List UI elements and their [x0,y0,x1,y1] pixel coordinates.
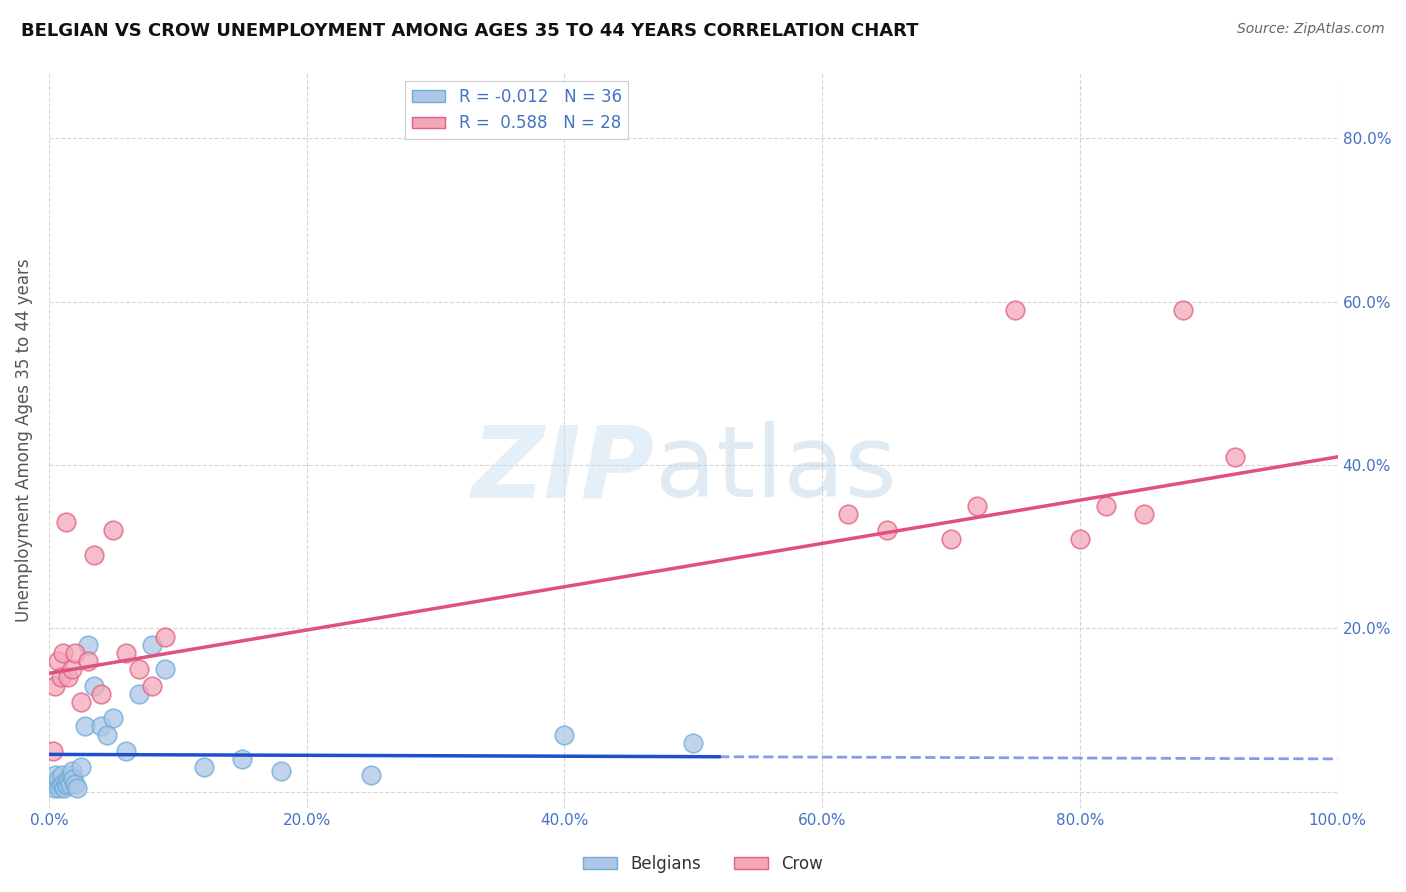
Point [966,499,988,513]
Point [89,687,111,701]
Point [876,524,898,538]
Point [96,728,118,742]
Point [83,548,105,562]
Point [63,646,86,660]
Point [103,711,125,725]
Point [52,646,75,660]
Point [270,764,292,779]
Point [83,679,105,693]
Point [360,768,382,782]
Point [837,507,859,521]
Point [46,772,69,787]
Point [55,776,77,790]
Text: Source: ZipAtlas.com: Source: ZipAtlas.com [1237,22,1385,37]
Point [59,768,82,782]
Point [70,695,93,709]
Point [60,662,83,676]
Point [51,768,73,782]
Point [58,772,80,787]
Point [1133,507,1156,521]
Point [45,776,67,790]
Point [56,778,79,792]
Text: ZIP: ZIP [471,421,655,518]
Point [553,728,575,742]
Point [231,752,253,766]
Point [44,768,66,782]
Legend: R = -0.012   N = 36, R =  0.588   N = 28: R = -0.012 N = 36, R = 0.588 N = 28 [405,81,628,139]
Point [1004,302,1026,317]
Point [55,515,77,529]
Text: atlas: atlas [655,421,896,518]
Point [1223,450,1246,464]
Point [682,736,704,750]
Point [63,776,86,790]
Point [42,776,65,790]
Point [89,719,111,733]
Point [42,780,65,795]
Y-axis label: Unemployment Among Ages 35 to 44 years: Unemployment Among Ages 35 to 44 years [15,259,32,623]
Point [73,719,96,733]
Point [46,654,69,668]
Point [62,772,84,787]
Point [1171,302,1194,317]
Point [66,780,89,795]
Point [128,687,150,701]
Point [141,638,163,652]
Point [53,780,76,795]
Point [58,670,80,684]
Point [60,764,83,779]
Point [76,654,98,668]
Point [103,524,125,538]
Point [58,776,80,790]
Point [1069,532,1091,546]
Point [1094,499,1116,513]
Point [153,630,176,644]
Point [115,744,138,758]
Point [153,662,176,676]
Point [49,670,72,684]
Point [44,679,66,693]
Point [49,776,72,790]
Point [128,662,150,676]
Legend: Belgians, Crow: Belgians, Crow [576,848,830,880]
Point [48,780,70,795]
Point [939,532,962,546]
Point [70,760,93,774]
Point [76,638,98,652]
Text: BELGIAN VS CROW UNEMPLOYMENT AMONG AGES 35 TO 44 YEARS CORRELATION CHART: BELGIAN VS CROW UNEMPLOYMENT AMONG AGES … [21,22,918,40]
Point [193,760,215,774]
Point [141,679,163,693]
Point [115,646,138,660]
Point [52,776,75,790]
Point [42,744,65,758]
